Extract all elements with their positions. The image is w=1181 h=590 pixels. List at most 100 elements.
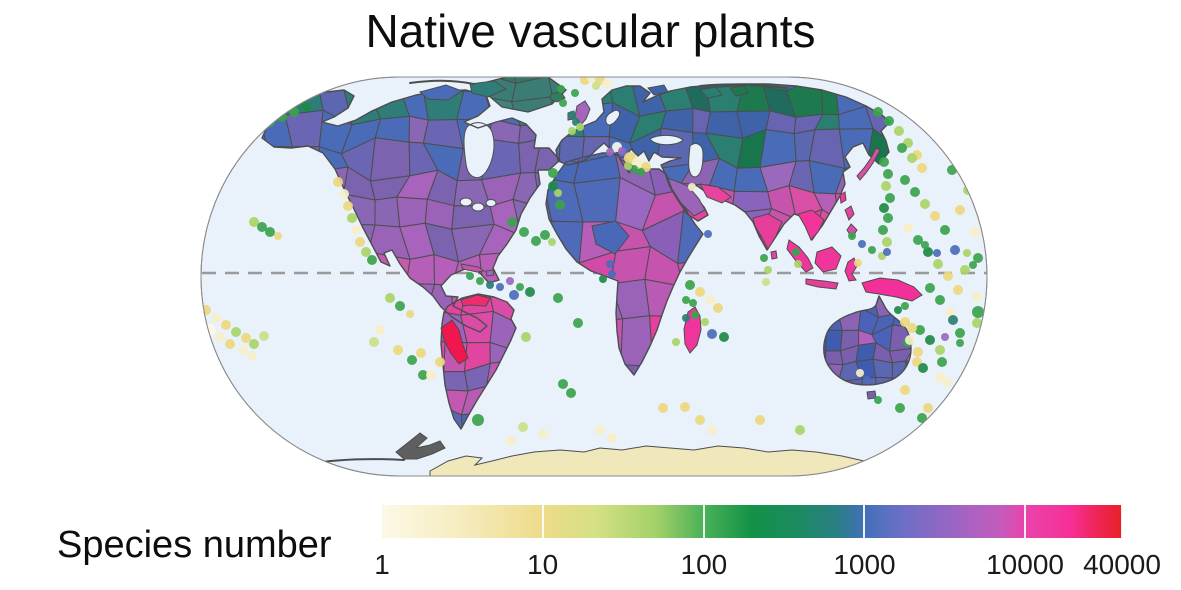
island-dot bbox=[573, 318, 583, 328]
island-dot bbox=[540, 230, 550, 240]
island-dot bbox=[301, 102, 311, 112]
island-dot bbox=[895, 403, 905, 413]
island-dot bbox=[854, 259, 862, 267]
island-philippines bbox=[844, 205, 855, 221]
island-dot bbox=[215, 332, 225, 342]
island-dot bbox=[945, 307, 955, 317]
region-cell bbox=[904, 344, 911, 363]
island-dot bbox=[918, 363, 928, 373]
island-dot bbox=[764, 266, 772, 274]
island-dot bbox=[907, 323, 917, 333]
region-indochina bbox=[797, 209, 825, 241]
arctic-island bbox=[469, 80, 508, 98]
region-cell bbox=[281, 90, 325, 99]
island-dot bbox=[972, 318, 982, 328]
island-dot bbox=[969, 261, 977, 269]
island-new-zealand bbox=[946, 395, 964, 411]
island-dot bbox=[882, 237, 892, 247]
region-cell bbox=[262, 90, 266, 92]
island-dot bbox=[289, 107, 299, 117]
island-dot bbox=[680, 402, 690, 412]
island-sri-lanka bbox=[770, 250, 778, 260]
island-dot bbox=[943, 271, 953, 281]
island-dot bbox=[608, 270, 616, 278]
island-dot bbox=[915, 325, 925, 335]
island-dot bbox=[883, 169, 893, 179]
island-dot bbox=[519, 227, 529, 237]
island-dot bbox=[917, 413, 927, 423]
colorbar-tick bbox=[541, 505, 544, 538]
island-dot bbox=[894, 126, 904, 136]
island-dot bbox=[901, 302, 909, 310]
island-dot bbox=[516, 283, 524, 291]
island-dot bbox=[558, 379, 568, 389]
island-dot bbox=[682, 296, 690, 304]
island-dot bbox=[960, 265, 970, 275]
island-dot bbox=[942, 377, 952, 387]
baltic-sea bbox=[605, 109, 621, 126]
island-dot bbox=[705, 295, 715, 305]
island-dot bbox=[602, 79, 612, 89]
island-dot bbox=[548, 181, 558, 191]
island-dot bbox=[606, 148, 614, 156]
region-cell bbox=[460, 310, 494, 344]
island-dot bbox=[881, 181, 891, 191]
island-dot bbox=[476, 277, 484, 285]
colorbar-tick bbox=[863, 505, 866, 538]
island-dot bbox=[486, 281, 494, 289]
island-dot bbox=[917, 163, 927, 173]
region-cell bbox=[886, 88, 890, 109]
island-dot bbox=[900, 175, 910, 185]
island-sumatra bbox=[786, 239, 814, 273]
island-dot bbox=[915, 439, 925, 449]
island-dot bbox=[232, 135, 242, 145]
great-lake bbox=[485, 199, 497, 207]
island-dot bbox=[963, 185, 973, 195]
island-dot bbox=[243, 129, 253, 139]
island-dot bbox=[416, 348, 426, 358]
region-cell bbox=[507, 77, 554, 85]
island-dot bbox=[760, 254, 768, 262]
island-dot bbox=[792, 248, 800, 256]
region-cell bbox=[262, 90, 290, 99]
legend-tick-label: 1 bbox=[374, 549, 390, 580]
island-dot bbox=[211, 147, 221, 157]
island-dot bbox=[221, 141, 231, 151]
island-dot bbox=[472, 414, 484, 426]
island-dot bbox=[559, 99, 567, 107]
island-dot bbox=[719, 332, 729, 342]
region-venezuela bbox=[460, 294, 491, 307]
island-dot bbox=[202, 155, 212, 165]
island-dot bbox=[607, 433, 617, 443]
island-dot bbox=[879, 203, 889, 213]
island-dot bbox=[933, 259, 943, 269]
island-dot bbox=[921, 241, 929, 249]
island-dot bbox=[858, 240, 866, 248]
island-dot bbox=[525, 287, 535, 297]
island-dot bbox=[496, 283, 504, 291]
island-dot bbox=[553, 293, 563, 303]
island-dot bbox=[241, 333, 251, 343]
island-dot bbox=[913, 235, 923, 245]
island-dot bbox=[948, 315, 958, 325]
island-dot bbox=[606, 260, 614, 268]
island-dot bbox=[557, 85, 565, 93]
region-cell bbox=[570, 47, 602, 74]
legend-label: Species number bbox=[57, 524, 332, 566]
island-dot bbox=[874, 396, 882, 404]
island-dot bbox=[393, 345, 403, 355]
island-dot bbox=[571, 89, 579, 97]
region-india bbox=[752, 213, 783, 251]
island-dot bbox=[592, 82, 600, 90]
region-cell bbox=[548, 37, 573, 77]
region-cell bbox=[443, 370, 469, 392]
island-dot bbox=[848, 232, 856, 240]
island-dot bbox=[903, 223, 913, 233]
island-dot bbox=[566, 388, 576, 398]
island-dot bbox=[970, 227, 980, 237]
legend-tick-labels: 1 10 100 1000 10000 40000 bbox=[374, 549, 1161, 583]
island-sulawesi bbox=[844, 257, 858, 282]
island-cuba bbox=[460, 263, 486, 273]
region-cell bbox=[262, 90, 290, 116]
